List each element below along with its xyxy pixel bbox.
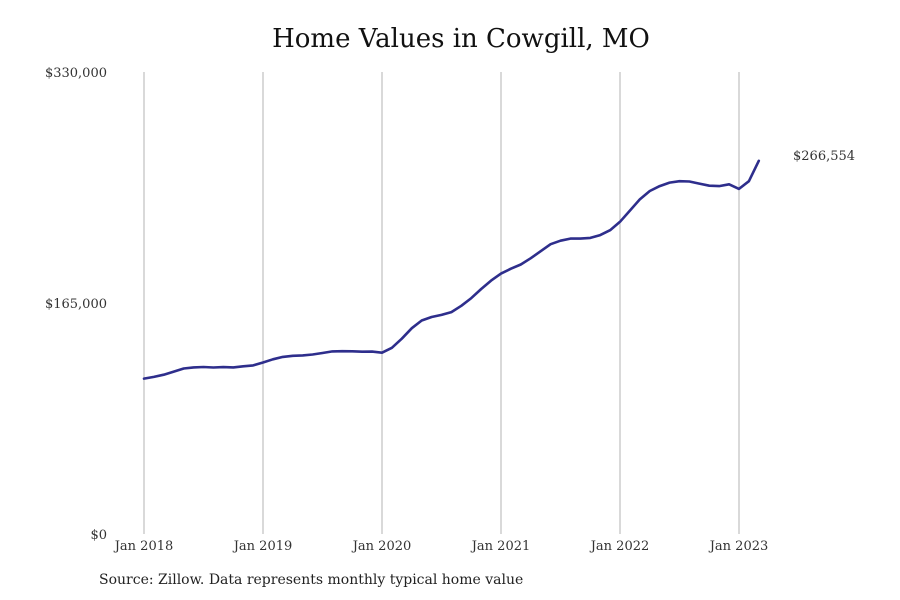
x-tick-label: Jan 2021	[470, 539, 531, 554]
source-note: Source: Zillow. Data represents monthly …	[99, 572, 524, 588]
x-tick-label: Jan 2018	[113, 539, 174, 554]
annotations: $266,554	[793, 149, 855, 164]
x-tick-label: Jan 2022	[589, 539, 650, 554]
x-tick-label: Jan 2019	[232, 539, 293, 554]
series-line	[142, 159, 761, 380]
latest-value-label: $266,554	[793, 149, 855, 164]
x-tick-label: Jan 2023	[708, 539, 769, 554]
x-axis-ticks: Jan 2018 Jan 2019 Jan 2020 Jan 2021 Jan 2022…	[113, 539, 769, 554]
y-axis-ticks: $0 $165,000 $330,000	[45, 66, 107, 543]
series-group	[142, 159, 761, 380]
grid-lines	[143, 72, 740, 534]
y-tick-label: $165,000	[45, 297, 107, 312]
y-tick-label: $0	[90, 528, 107, 543]
chart-title: Home Values in Cowgill, MO	[272, 24, 650, 54]
y-tick-label: $330,000	[45, 66, 107, 81]
x-tick-label: Jan 2020	[351, 539, 412, 554]
